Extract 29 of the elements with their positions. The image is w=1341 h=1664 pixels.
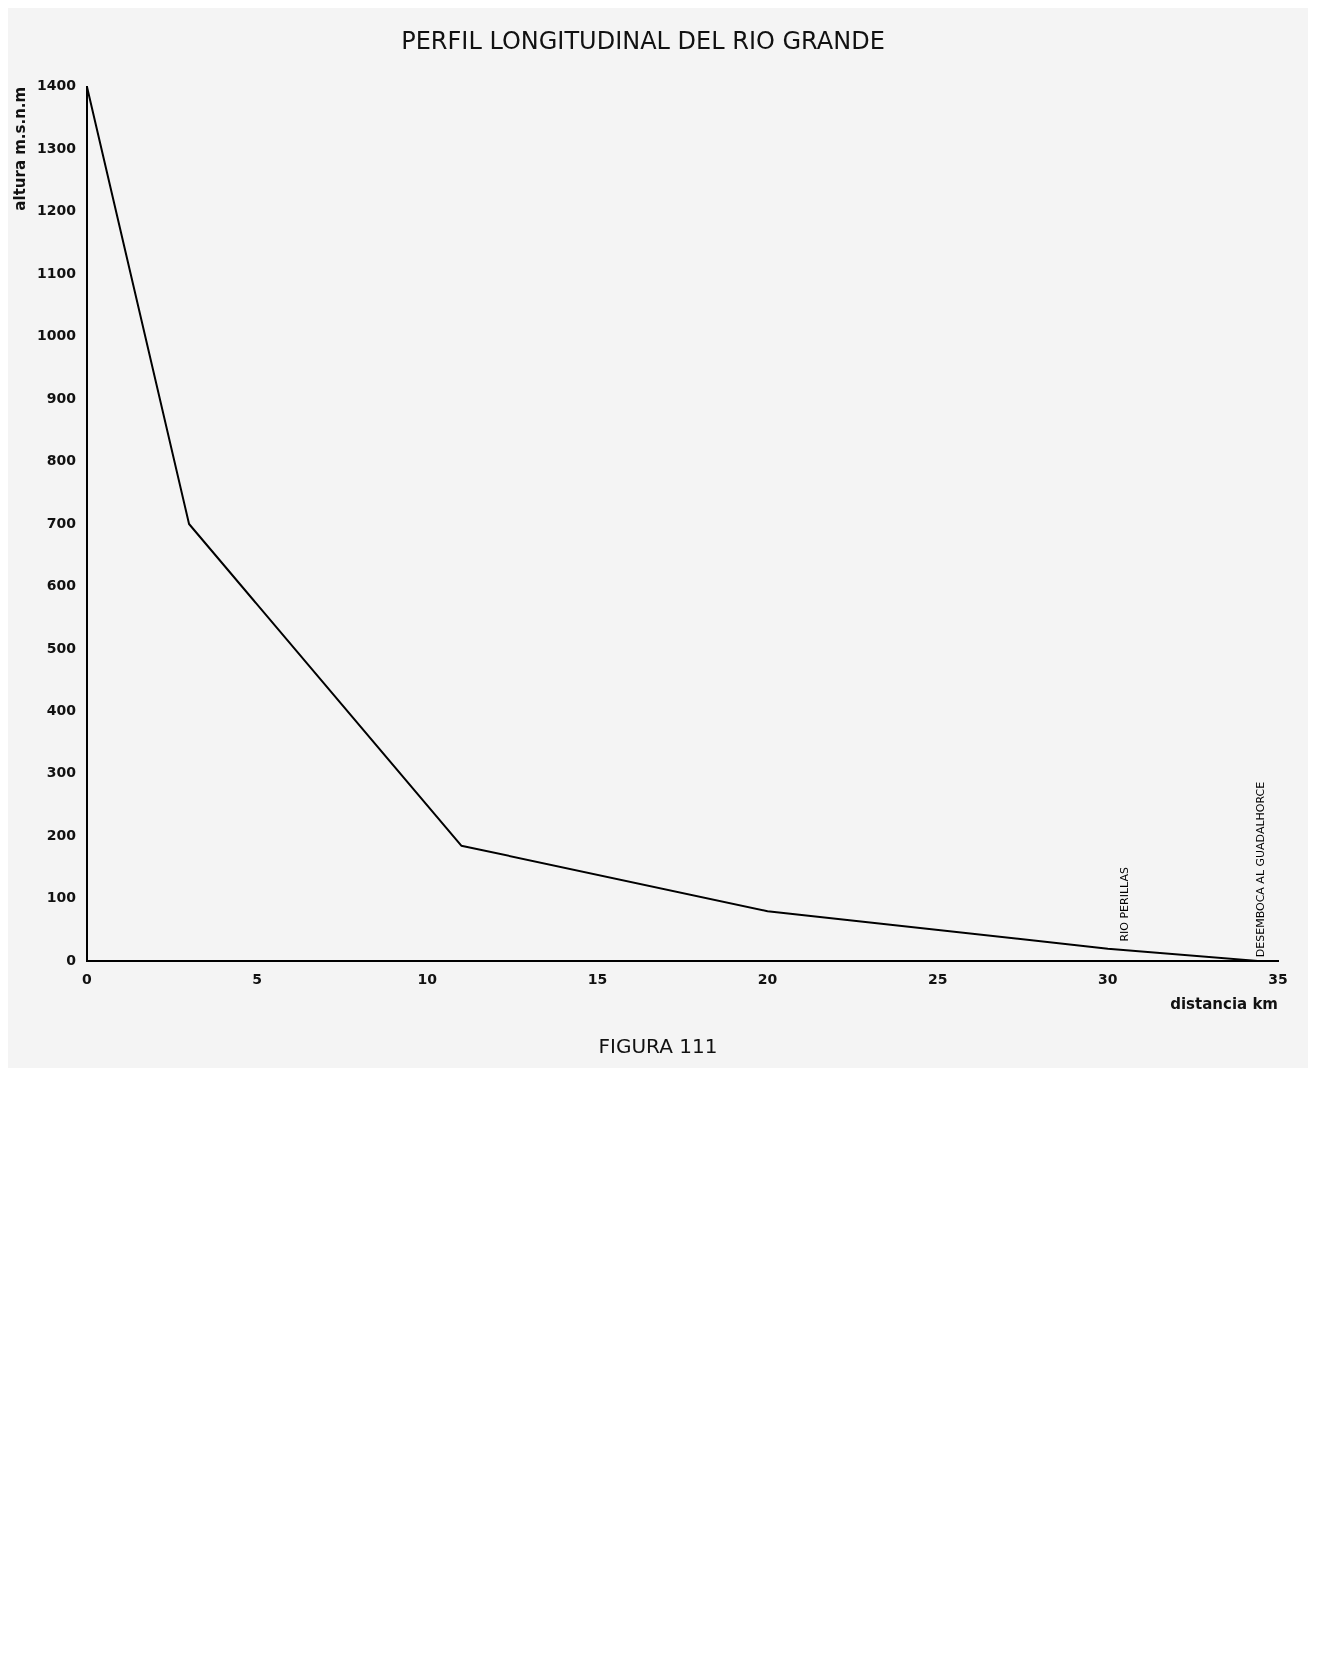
x-tick-label: 5: [252, 971, 262, 988]
x-tick-label: 35: [1268, 971, 1288, 988]
y-axis-title: altura m.s.n.m: [10, 86, 29, 211]
y-tick-label: 1300: [37, 139, 77, 156]
y-tick-label: 500: [46, 639, 77, 656]
y-tick-label: 300: [46, 764, 77, 781]
annotation: DESEMBOCA AL GUADALHORCE: [1253, 781, 1267, 958]
x-tick-label: 10: [417, 971, 438, 988]
x-tick-label: 25: [927, 971, 948, 988]
x-tick-label: 30: [1098, 971, 1118, 988]
y-tick-label: 400: [46, 702, 77, 719]
y-tick-label: 1000: [37, 327, 77, 344]
y-tick-label: 1100: [37, 264, 77, 281]
y-tick-label: 700: [46, 514, 77, 531]
x-tick-label: 15: [587, 971, 608, 988]
y-tick-label: 900: [46, 389, 77, 406]
y-tick-label: 100: [46, 889, 77, 906]
y-tick-label: 0: [66, 951, 77, 968]
x-tick-label: 20: [757, 971, 778, 988]
x-axis-title: distancia km: [1170, 994, 1278, 1013]
y-tick-label: 1200: [37, 202, 77, 219]
y-tick-label: 1400: [37, 77, 77, 94]
y-tick-label: 800: [46, 452, 77, 469]
chart-title: PERFIL LONGITUDINAL DEL RIO GRANDE: [401, 26, 885, 55]
text: FIGURA 111: [597, 1034, 719, 1058]
y-tick-label: 200: [46, 826, 77, 843]
x-tick-label: 0: [82, 971, 93, 988]
y-tick-label: 600: [46, 577, 77, 594]
annotation: RIO PERILLAS: [1117, 867, 1131, 942]
